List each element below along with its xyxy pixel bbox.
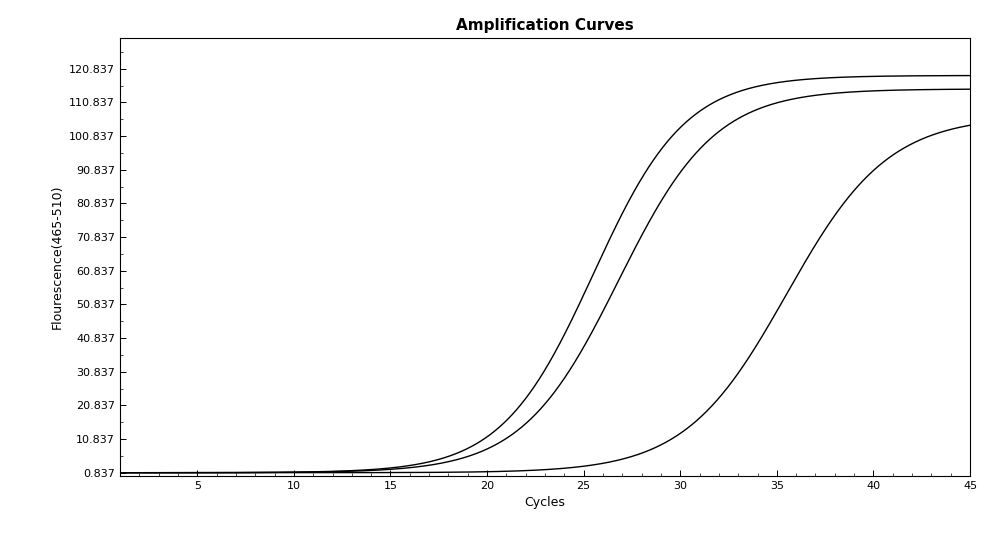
Y-axis label: Flourescence(465-510): Flourescence(465-510) bbox=[51, 184, 64, 329]
X-axis label: Cycles: Cycles bbox=[525, 497, 565, 510]
Title: Amplification Curves: Amplification Curves bbox=[456, 17, 634, 32]
